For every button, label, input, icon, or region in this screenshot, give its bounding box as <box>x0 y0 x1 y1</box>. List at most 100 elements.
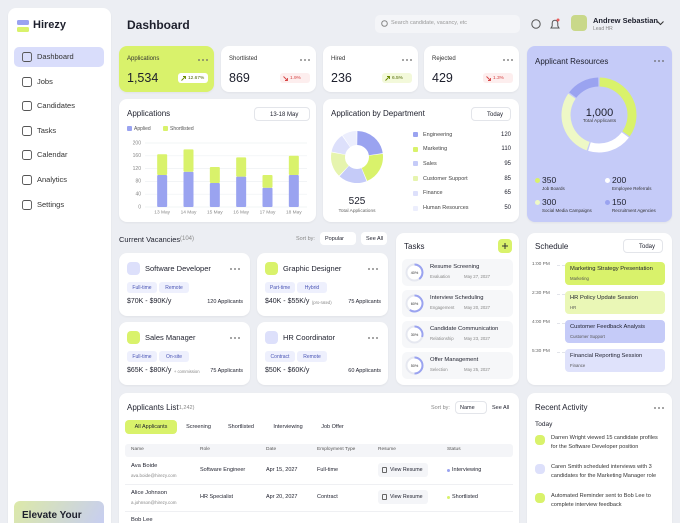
task-category: Evaluation <box>430 274 451 279</box>
card-title: Schedule <box>535 242 569 251</box>
task-item[interactable]: 50% Offer Management Selection May 25, 2027 <box>402 352 513 379</box>
dot <box>662 407 664 409</box>
dropdown-value: Name <box>460 405 475 411</box>
dot <box>304 59 306 61</box>
dot <box>654 407 656 409</box>
section-title: Current Vacancies <box>119 235 181 244</box>
donut-segment <box>339 165 367 183</box>
total-value: 1,000 <box>585 107 614 119</box>
department-value: 95 <box>504 160 511 167</box>
applicant-name: Ava Boide <box>131 463 158 469</box>
filter-tab[interactable]: All Applicants <box>125 420 177 434</box>
more-icon <box>368 337 378 339</box>
bar-chart: 0 40 80 120 160 200 13 May 14 May 15 May 16 May 17… <box>133 140 307 215</box>
dot <box>202 59 204 61</box>
dot <box>654 60 656 62</box>
nav-item[interactable]: Settings <box>14 195 104 215</box>
legend-dot <box>535 200 540 205</box>
notification-dot <box>556 18 560 22</box>
nav-item[interactable]: Candidates <box>14 96 104 116</box>
source-label: Recruitment Agencies <box>612 208 656 213</box>
dot <box>238 337 240 339</box>
nav-item[interactable]: Analytics <box>14 170 104 190</box>
icon-shape <box>657 21 664 26</box>
task-category: Engagement <box>430 305 455 310</box>
more-icon <box>503 59 513 61</box>
sort-label: Sort by: <box>431 405 450 411</box>
task-title: Resume Screening <box>430 264 480 270</box>
trend-pill: 1.9% <box>280 73 310 83</box>
department-name: Sales <box>423 160 437 167</box>
nav-item[interactable]: Jobs <box>14 72 104 92</box>
applicant-count: (1,242) <box>177 404 195 411</box>
range-dropdown[interactable]: 13-18 May <box>254 107 310 121</box>
legend-swatch <box>163 126 168 131</box>
sort-dropdown[interactable]: Popular <box>320 232 356 245</box>
see-all-button[interactable]: See All <box>361 232 387 245</box>
schedule-event[interactable]: HR Policy Update Session HR <box>565 291 665 314</box>
dot <box>511 59 513 61</box>
total-label: Total Applications <box>338 209 376 214</box>
salary-note: (pro-rated) <box>311 299 332 305</box>
job-applicants: 75 Applicants <box>348 299 381 305</box>
user-role: Lead HR <box>593 26 613 32</box>
nav-icon <box>22 125 32 136</box>
source-label: Job Boards <box>542 186 565 191</box>
donut-segment <box>331 135 351 156</box>
search-box[interactable]: Search candidate, vacancy, etc <box>375 15 520 33</box>
sort-dropdown[interactable]: Name <box>455 401 487 414</box>
task-item[interactable]: 30% Candidate Communication Relationship Ma… <box>402 321 513 348</box>
donut-segment <box>361 153 383 181</box>
department-name: Marketing <box>423 146 448 153</box>
search-placeholder: Search candidate, vacancy, etc <box>391 20 468 26</box>
activity-icon <box>535 464 545 474</box>
schedule-event[interactable]: Marketing Strategy Presentation Marketing <box>565 262 665 285</box>
vacancy-card[interactable]: Graphic Designer Part-time Hybrid $40K - $5… <box>257 253 388 316</box>
avatar[interactable] <box>571 15 587 31</box>
icon-shape <box>381 20 388 27</box>
department-value: 110 <box>501 146 511 153</box>
stat-value: 1,534 <box>127 71 159 85</box>
filter-dropdown[interactable]: Today <box>623 239 663 253</box>
job-salary: $70K - $90K/y <box>127 298 172 305</box>
filter-tab[interactable]: Interviewing <box>265 420 311 434</box>
nav-icon <box>22 150 32 161</box>
filter-tab[interactable]: Screening <box>180 420 217 434</box>
filter-tab[interactable]: Shortlisted <box>220 420 262 434</box>
filter-tab[interactable]: Job Offer <box>314 420 351 434</box>
legend-dot <box>605 200 610 205</box>
nav-icon <box>22 101 32 112</box>
nav-item[interactable]: Tasks <box>14 121 104 141</box>
department-card: Application by Department Today 525 Total A… <box>323 99 519 222</box>
y-tick-label: 40 <box>135 192 141 198</box>
department-value: 85 <box>504 175 511 182</box>
progress-ring: 40% <box>405 263 424 282</box>
vacancy-card[interactable]: Software Developer Full-time Remote $70K - … <box>119 253 250 316</box>
task-date: May 27, 2027 <box>464 274 491 279</box>
task-title: Interview Scheduling <box>430 295 484 301</box>
task-item[interactable]: 40% Resume Screening Evaluation May 27, 202… <box>402 259 513 286</box>
donut-chart <box>331 131 383 183</box>
view-resume-button[interactable]: View Resume <box>378 490 428 504</box>
filter-dropdown[interactable]: Today <box>471 107 511 121</box>
applicant-email: ava.boide@hirezy.com <box>131 473 177 478</box>
stat-card: Shortlisted 869 1.9% <box>221 46 316 92</box>
nav-label: Jobs <box>37 76 53 86</box>
add-task-button[interactable] <box>498 239 512 253</box>
total-label: Total Applicants <box>582 119 617 124</box>
schedule-event[interactable]: Financial Reporting Session Finance <box>565 349 665 372</box>
see-all-button[interactable]: See All <box>492 405 510 411</box>
dot <box>406 59 408 61</box>
view-resume-button[interactable]: View Resume <box>378 463 428 477</box>
ring-progress <box>414 356 424 375</box>
task-item[interactable]: 60% Interview Scheduling Engagement May 20,… <box>402 290 513 317</box>
sort-label: Sort by: <box>296 236 315 242</box>
dropdown-value: 13-18 May <box>270 111 299 118</box>
dot <box>234 337 236 339</box>
nav-item[interactable]: Calendar <box>14 145 104 165</box>
row-divider <box>125 511 513 512</box>
vacancy-card[interactable]: Sales Manager Full-time On-site $65K - $80K… <box>119 322 250 385</box>
vacancy-card[interactable]: HR Coordinator Contract Remote $50K - $60K/… <box>257 322 388 385</box>
nav-item[interactable]: Dashboard <box>14 47 104 67</box>
schedule-event[interactable]: Customer Feedback Analysis Customer Suppo… <box>565 320 665 343</box>
